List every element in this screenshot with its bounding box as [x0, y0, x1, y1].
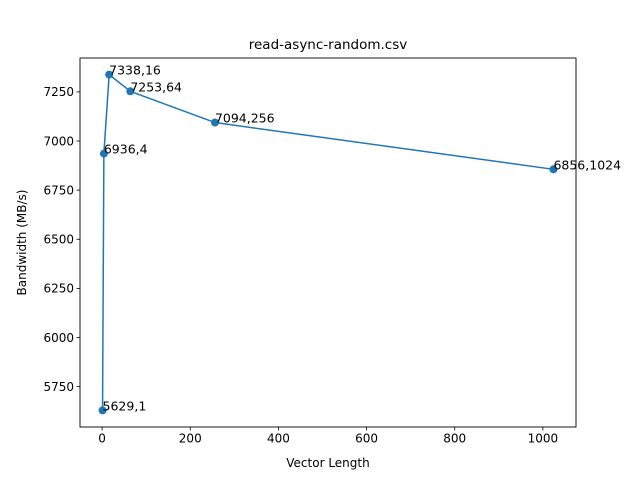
x-tick-label: 600	[355, 432, 378, 446]
y-tick-label: 6750	[43, 183, 74, 197]
data-label: 6936,4	[104, 142, 148, 157]
x-tick-label: 400	[267, 432, 290, 446]
y-tick-label: 7250	[43, 85, 74, 99]
x-tick-label: 1000	[528, 432, 559, 446]
data-label: 7253,64	[130, 79, 182, 94]
x-tick-label: 200	[179, 432, 202, 446]
data-label: 6856,1024	[553, 157, 621, 172]
plot-frame	[79, 57, 577, 428]
data-point	[549, 165, 558, 174]
data-point	[105, 70, 114, 79]
y-tick-label: 6000	[43, 331, 74, 345]
data-label: 7094,256	[215, 111, 275, 126]
data-point	[126, 87, 135, 96]
y-axis-label: Bandwidth (MB/s)	[15, 190, 29, 296]
series-line	[101, 73, 554, 411]
data-point	[98, 406, 107, 415]
data-point	[99, 149, 108, 158]
y-tick-label: 6500	[43, 233, 74, 247]
data-point	[210, 118, 219, 127]
data-label: 5629,1	[103, 398, 147, 413]
x-tick-label: 0	[98, 432, 106, 446]
x-axis-label: Vector Length	[286, 456, 369, 470]
y-tick-label: 7000	[43, 134, 74, 148]
y-tick-label: 5750	[43, 380, 74, 394]
y-tick-label: 6250	[43, 282, 74, 296]
chart-title: read-async-random.csv	[249, 37, 408, 53]
x-tick-label: 800	[443, 432, 466, 446]
data-label: 7338,16	[109, 63, 161, 78]
